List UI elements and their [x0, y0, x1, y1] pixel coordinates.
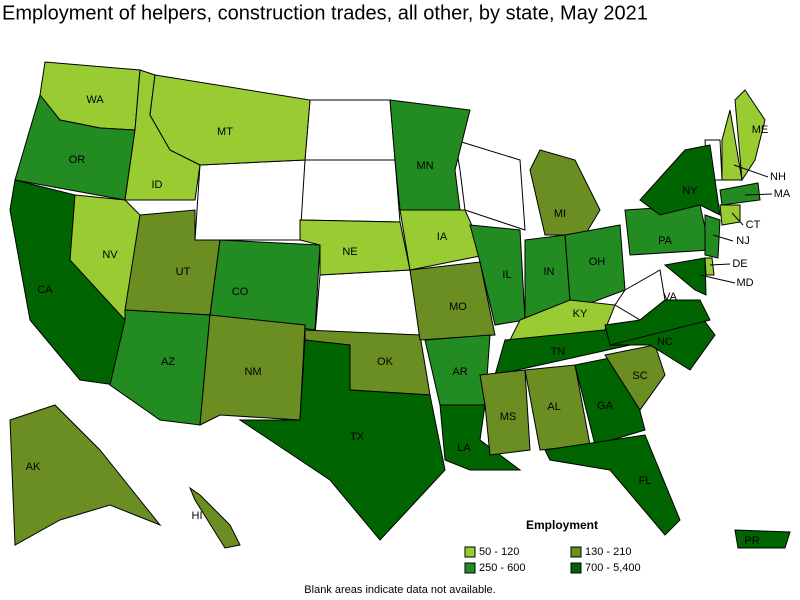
state-label: DE	[732, 258, 747, 270]
legend-title: Employment	[526, 518, 598, 532]
state-label: CT	[746, 219, 761, 231]
state-label: MT	[217, 126, 233, 138]
state-label: FL	[639, 475, 652, 487]
state-label: IA	[437, 231, 448, 243]
state-label: MN	[416, 160, 433, 172]
state-label: CO	[232, 286, 249, 298]
state	[9, 404, 162, 546]
state-label: MS	[500, 411, 517, 423]
leader-line	[744, 193, 773, 196]
legend-label: 50 - 120	[479, 546, 519, 558]
leader-line	[731, 212, 744, 226]
state-label: NH	[770, 171, 786, 183]
state	[409, 261, 496, 341]
note: Blank areas indicate data not available.	[304, 584, 495, 596]
state-label: OH	[589, 256, 606, 268]
state-label: MI	[554, 208, 566, 220]
state-label: PR	[744, 535, 759, 547]
legend-swatch	[464, 562, 476, 574]
state-label: NV	[102, 249, 118, 261]
state-label: ME	[752, 124, 769, 136]
state-label: IL	[502, 269, 511, 281]
state-label: TX	[350, 431, 365, 443]
state	[479, 369, 531, 456]
state-label: IN	[544, 266, 555, 278]
state	[149, 74, 311, 166]
state-label: VA	[663, 291, 678, 303]
blank-area	[314, 269, 421, 336]
leader-line	[712, 234, 734, 242]
state-label: OK	[377, 356, 394, 368]
states	[9, 61, 791, 549]
state-label: NE	[342, 246, 357, 258]
state	[469, 224, 526, 326]
blank-area	[299, 159, 401, 223]
state-label: GA	[597, 400, 614, 412]
legend-swatch	[464, 546, 476, 558]
state-label: TN	[551, 346, 566, 358]
state	[719, 204, 741, 226]
state-label: OR	[69, 154, 86, 166]
state-label: NJ	[736, 235, 749, 247]
leader-line	[709, 263, 731, 266]
state-label: NM	[244, 366, 261, 378]
state-label: ID	[152, 179, 163, 191]
legend-swatch	[570, 562, 582, 574]
state-label: UT	[176, 266, 191, 278]
state-label: PA	[658, 235, 673, 247]
state	[704, 257, 715, 276]
state	[639, 144, 721, 216]
state-label: CA	[37, 284, 53, 296]
state-label: KY	[573, 308, 588, 320]
blank-area	[454, 139, 526, 231]
leader-line	[733, 164, 769, 178]
state-label: LA	[457, 442, 471, 454]
legend-swatch	[570, 546, 582, 558]
state-label: NY	[682, 185, 698, 197]
legend-label: 130 - 210	[585, 546, 631, 558]
legend-label: 700 - 5,400	[585, 562, 641, 574]
blank-area	[194, 159, 306, 241]
title: Employment of helpers, construction trad…	[2, 2, 648, 24]
state-label: MO	[449, 301, 467, 313]
state-label: AZ	[161, 356, 175, 368]
state-label: MA	[774, 188, 791, 200]
state	[734, 89, 766, 182]
state	[704, 214, 721, 259]
legend-label: 250 - 600	[479, 562, 525, 574]
state	[564, 224, 626, 306]
state	[199, 314, 306, 426]
state	[299, 219, 411, 276]
state-label: WA	[86, 94, 104, 106]
state	[663, 257, 707, 296]
state	[529, 149, 601, 236]
state-label: AK	[26, 461, 41, 473]
state	[389, 99, 471, 211]
state-label: SC	[632, 370, 647, 382]
leader-line	[699, 274, 736, 284]
state-label: HI	[192, 510, 203, 522]
state-label: AR	[452, 366, 467, 378]
state	[734, 529, 791, 549]
state-label: AL	[547, 401, 560, 413]
state	[188, 486, 241, 549]
state	[719, 182, 761, 206]
state-label: MD	[736, 277, 753, 289]
state	[604, 299, 711, 346]
state	[604, 344, 666, 411]
state	[509, 299, 616, 341]
blank-area	[304, 99, 396, 161]
state-label: NC	[657, 336, 673, 348]
state	[544, 434, 681, 536]
state	[238, 339, 446, 541]
state-labels: WA OR CA NV ID MT UT CO AZ NM NE OK TX MN IA MO AR LA IL IN…	[26, 94, 791, 547]
